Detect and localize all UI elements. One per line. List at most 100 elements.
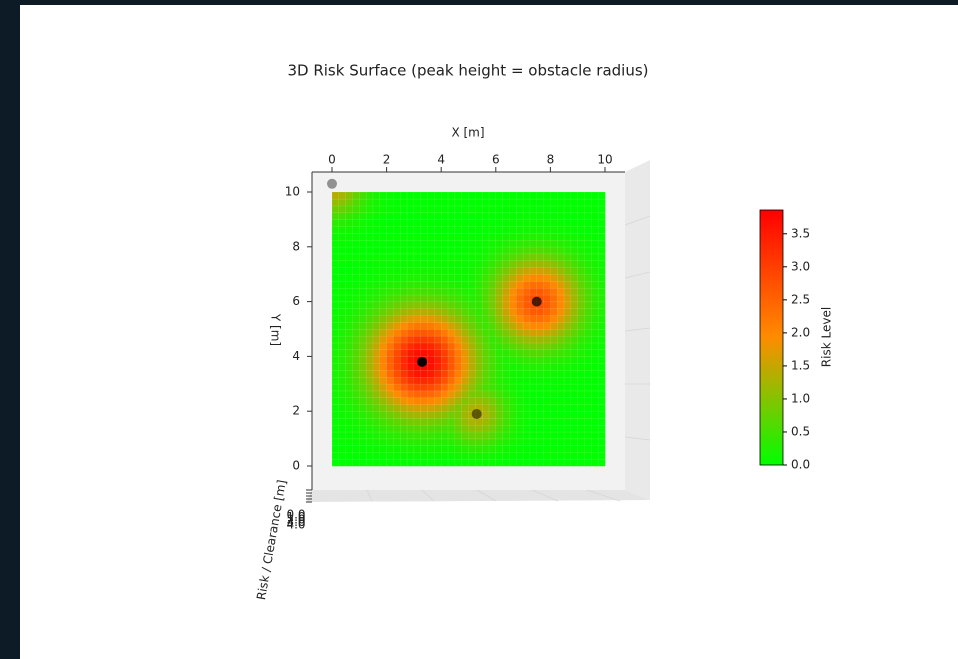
surface-cell xyxy=(482,308,489,315)
surface-cell xyxy=(366,411,373,418)
surface-cell xyxy=(407,261,414,268)
surface-cell xyxy=(578,398,585,405)
surface-cell xyxy=(489,226,496,233)
surface-cell xyxy=(434,432,441,439)
surface-cell xyxy=(387,384,394,391)
surface-cell xyxy=(359,267,366,274)
surface-cell xyxy=(591,343,598,350)
surface-cell xyxy=(462,391,469,398)
surface-cell xyxy=(455,329,462,336)
surface-cell xyxy=(496,247,503,254)
surface-cell xyxy=(393,425,400,432)
surface-cell xyxy=(441,233,448,240)
surface-cell xyxy=(578,233,585,240)
surface-cell xyxy=(407,445,414,452)
surface-cell xyxy=(557,370,564,377)
surface-cell xyxy=(557,219,564,226)
surface-cell xyxy=(434,213,441,220)
surface-cell xyxy=(414,418,421,425)
surface-cell xyxy=(421,274,428,281)
surface-cell xyxy=(564,281,571,288)
surface-cell xyxy=(598,281,605,288)
surface-cell xyxy=(441,192,448,199)
surface-cell xyxy=(509,363,516,370)
surface-cell xyxy=(530,356,537,363)
surface-cell xyxy=(482,233,489,240)
surface-cell xyxy=(503,425,510,432)
surface-cell xyxy=(387,240,394,247)
surface-cell xyxy=(516,281,523,288)
surface-cell xyxy=(475,377,482,384)
surface-cell xyxy=(339,233,346,240)
surface-cell xyxy=(469,302,476,309)
surface-cell xyxy=(393,247,400,254)
surface-cell xyxy=(557,267,564,274)
surface-cell xyxy=(441,459,448,466)
surface-cell xyxy=(366,192,373,199)
surface-cell xyxy=(421,398,428,405)
surface-cell xyxy=(462,404,469,411)
surface-cell xyxy=(421,350,428,357)
surface-cell xyxy=(557,404,564,411)
surface-cell xyxy=(400,425,407,432)
surface-cell xyxy=(428,370,435,377)
surface-cell xyxy=(441,377,448,384)
surface-cell xyxy=(346,452,353,459)
surface-cell xyxy=(462,384,469,391)
surface-cell xyxy=(428,254,435,261)
surface-cell xyxy=(591,315,598,322)
surface-cell xyxy=(366,391,373,398)
surface-cell xyxy=(571,240,578,247)
surface-cell xyxy=(373,247,380,254)
surface-cell xyxy=(414,213,421,220)
surface-cell xyxy=(489,343,496,350)
surface-cell xyxy=(332,350,339,357)
surface-cell xyxy=(557,274,564,281)
surface-cell xyxy=(421,308,428,315)
surface-cell xyxy=(393,261,400,268)
surface-cell xyxy=(387,404,394,411)
surface-cell xyxy=(496,425,503,432)
surface-cell xyxy=(516,370,523,377)
floor-pane xyxy=(306,490,650,502)
surface-cell xyxy=(489,315,496,322)
surface-cell xyxy=(407,425,414,432)
surface-cell xyxy=(544,350,551,357)
surface-cell xyxy=(421,432,428,439)
surface-cell xyxy=(537,329,544,336)
surface-cell xyxy=(407,411,414,418)
surface-cell xyxy=(544,439,551,446)
surface-cell xyxy=(564,356,571,363)
surface-cell xyxy=(523,363,530,370)
surface-cell xyxy=(393,343,400,350)
surface-cell xyxy=(332,459,339,466)
surface-cell xyxy=(434,384,441,391)
surface-cell xyxy=(380,226,387,233)
surface-cell xyxy=(332,356,339,363)
surface-cell xyxy=(585,384,592,391)
surface-cell xyxy=(434,411,441,418)
surface-cell xyxy=(469,336,476,343)
surface-cell xyxy=(387,391,394,398)
surface-cell xyxy=(598,356,605,363)
surface-cell xyxy=(407,391,414,398)
surface-cell xyxy=(530,261,537,268)
surface-cell xyxy=(557,315,564,322)
surface-cell xyxy=(462,459,469,466)
surface-cell xyxy=(380,329,387,336)
surface-cell xyxy=(469,288,476,295)
surface-cell xyxy=(414,261,421,268)
surface-cell xyxy=(516,254,523,261)
surface-cell xyxy=(578,370,585,377)
surface-cell xyxy=(489,295,496,302)
surface-cell xyxy=(407,343,414,350)
surface-cell xyxy=(475,308,482,315)
surface-cell xyxy=(332,398,339,405)
surface-cell xyxy=(537,336,544,343)
surface-cell xyxy=(373,213,380,220)
surface-cell xyxy=(380,404,387,411)
surface-cell xyxy=(557,350,564,357)
surface-cell xyxy=(407,254,414,261)
surface-cell xyxy=(407,398,414,405)
surface-cell xyxy=(496,240,503,247)
